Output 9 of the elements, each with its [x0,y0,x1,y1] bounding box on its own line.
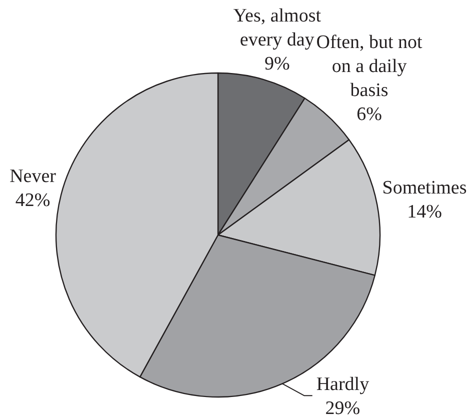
slice-label: Hardly [316,374,370,396]
data-label: 42% [15,190,50,211]
slice-label: Never [10,166,57,187]
data-label: 14% [407,202,442,223]
slice-label: Sometimes [382,178,467,199]
data-label: 29% [325,398,360,419]
data-label: 6% [356,104,382,126]
data-label: 9% [264,54,290,75]
slice-label: Often, but not on a daily basis [316,32,424,102]
